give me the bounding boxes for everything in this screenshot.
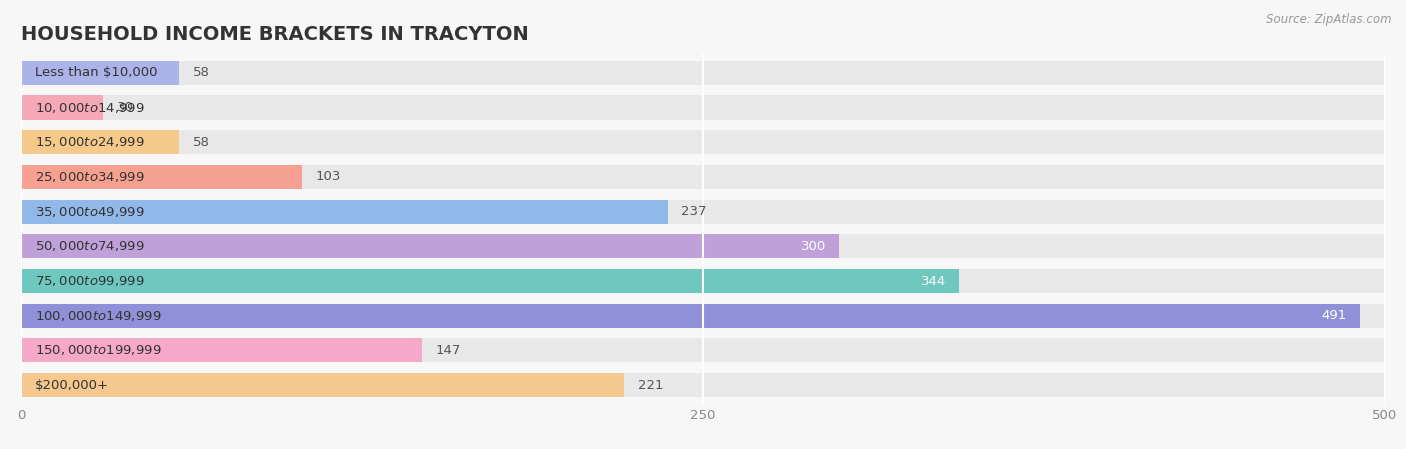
Text: 58: 58	[193, 66, 209, 79]
Text: $150,000 to $199,999: $150,000 to $199,999	[35, 343, 162, 357]
Text: 491: 491	[1322, 309, 1347, 322]
Bar	[21, 165, 302, 189]
Bar	[21, 338, 422, 362]
Text: $15,000 to $24,999: $15,000 to $24,999	[35, 135, 145, 150]
Bar	[21, 199, 668, 224]
Text: 221: 221	[637, 379, 664, 392]
Text: 237: 237	[681, 205, 707, 218]
Bar	[21, 130, 180, 154]
Bar	[21, 61, 1385, 85]
Bar	[21, 130, 1385, 154]
Text: 300: 300	[800, 240, 825, 253]
Text: Source: ZipAtlas.com: Source: ZipAtlas.com	[1267, 13, 1392, 26]
Text: $25,000 to $34,999: $25,000 to $34,999	[35, 170, 145, 184]
Bar	[21, 96, 1385, 120]
Bar	[21, 304, 1385, 328]
Text: 58: 58	[193, 136, 209, 149]
Text: Less than $10,000: Less than $10,000	[35, 66, 157, 79]
Text: $200,000+: $200,000+	[35, 379, 108, 392]
Bar	[21, 96, 103, 120]
Bar	[21, 269, 959, 293]
Text: 103: 103	[316, 171, 342, 184]
Text: $75,000 to $99,999: $75,000 to $99,999	[35, 274, 145, 288]
Bar	[21, 234, 1385, 259]
Text: $50,000 to $74,999: $50,000 to $74,999	[35, 239, 145, 253]
Text: 30: 30	[117, 101, 134, 114]
Bar	[21, 304, 1361, 328]
Text: HOUSEHOLD INCOME BRACKETS IN TRACYTON: HOUSEHOLD INCOME BRACKETS IN TRACYTON	[21, 25, 529, 44]
Bar	[21, 373, 624, 397]
Text: $10,000 to $14,999: $10,000 to $14,999	[35, 101, 145, 114]
Bar	[21, 338, 1385, 362]
Bar	[21, 269, 1385, 293]
Bar	[21, 61, 180, 85]
Text: 147: 147	[436, 344, 461, 357]
Bar	[21, 165, 1385, 189]
Text: 344: 344	[921, 274, 946, 287]
Text: $35,000 to $49,999: $35,000 to $49,999	[35, 205, 145, 219]
Bar	[21, 234, 839, 259]
Bar	[21, 199, 1385, 224]
Bar	[21, 373, 1385, 397]
Text: $100,000 to $149,999: $100,000 to $149,999	[35, 308, 162, 323]
